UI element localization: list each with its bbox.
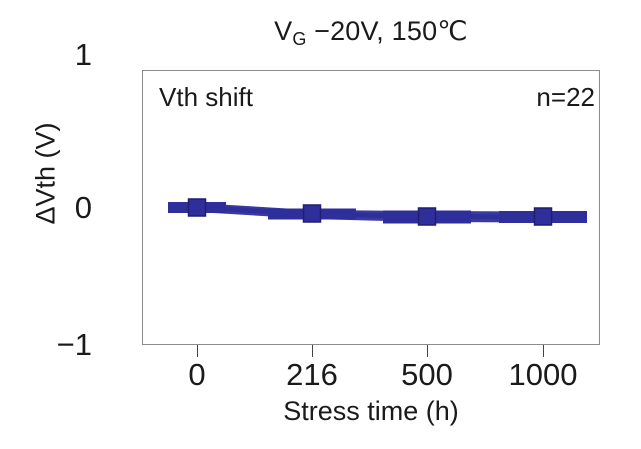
data-point-marker-0 xyxy=(187,198,207,217)
x-major-tick-0 xyxy=(197,345,198,357)
sample-count-annotation: n=22 xyxy=(536,82,595,112)
chart-title-conditions: −20V, 150℃ xyxy=(306,16,468,46)
y-tick-label-neg1: −1 xyxy=(56,327,92,362)
chart-title-subscript: G xyxy=(292,29,307,50)
chart-title: VG −20V, 150℃ xyxy=(142,16,600,54)
data-point-marker-2 xyxy=(417,207,437,226)
y-tick-label-0: 0 xyxy=(74,190,92,225)
chart-title-variable: V xyxy=(274,16,293,46)
x-axis-title: Stress time (h) xyxy=(283,396,459,426)
x-tick-label-0: 0 xyxy=(188,357,206,392)
x-tick-label-1000: 1000 xyxy=(508,357,578,392)
y-tick-label-1: 1 xyxy=(74,37,92,72)
series-markers-group xyxy=(187,198,553,226)
series-error-band xyxy=(197,203,543,223)
data-point-marker-3 xyxy=(533,207,553,226)
x-tick-label-500: 500 xyxy=(401,357,453,392)
x-major-tick-216 xyxy=(312,345,313,357)
x-major-tick-1000 xyxy=(543,345,544,357)
x-tick-label-216: 216 xyxy=(286,357,338,392)
series-annotation-label: Vth shift xyxy=(159,82,253,112)
y-axis-title: ΔVth (V) xyxy=(30,122,61,225)
data-series-layer xyxy=(168,198,587,226)
series-line-group xyxy=(196,203,544,223)
data-point-marker-1 xyxy=(302,204,322,223)
x-major-tick-500 xyxy=(427,345,428,357)
